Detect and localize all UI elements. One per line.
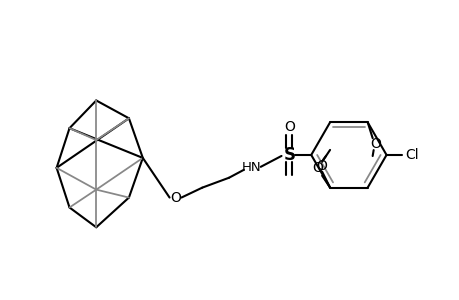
Text: S: S <box>283 146 295 164</box>
Text: O: O <box>283 120 294 134</box>
Text: O: O <box>170 190 180 205</box>
Text: O: O <box>316 159 327 173</box>
Text: O: O <box>369 137 380 151</box>
Text: HN: HN <box>241 161 261 174</box>
Text: O: O <box>312 161 323 175</box>
Text: Cl: Cl <box>404 148 418 162</box>
